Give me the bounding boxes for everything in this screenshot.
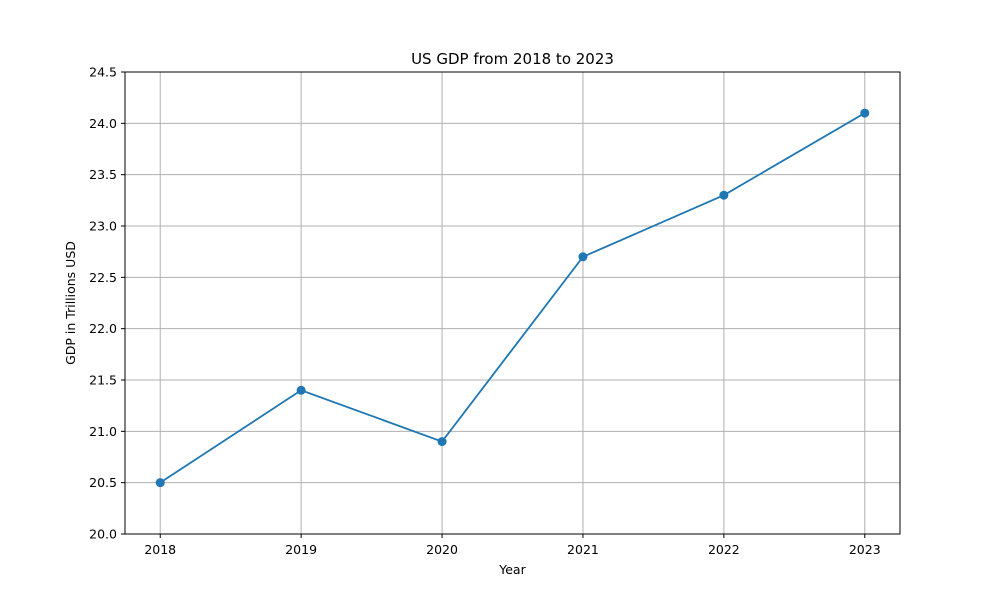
x-tick-label: 2021	[567, 542, 599, 557]
data-point	[578, 252, 588, 262]
x-tick-label: 2020	[426, 542, 458, 557]
x-tick-label: 2019	[285, 542, 317, 557]
series-line	[159, 112, 866, 484]
y-tick-label: 21.0	[89, 424, 117, 439]
grid-lines	[125, 71, 900, 535]
x-tick-label: 2023	[849, 542, 881, 557]
x-tick-label: 2018	[144, 542, 176, 557]
y-tick-label: 24.5	[89, 65, 117, 80]
y-tick-label: 21.5	[89, 373, 117, 388]
axis-ticks: 2018 2019 2020 2021 2022 2023 20.0 20.5 21.0 21.5…	[89, 65, 881, 558]
y-tick-label: 22.0	[89, 321, 117, 336]
y-tick-label: 23.0	[89, 219, 117, 234]
y-axis-label: GDP in Trillions USD	[63, 241, 78, 365]
data-point	[719, 190, 729, 200]
series-layer	[155, 108, 870, 488]
data-point	[155, 478, 165, 488]
x-tick-label: 2022	[708, 542, 740, 557]
data-point	[296, 385, 306, 395]
y-tick-label: 24.0	[89, 116, 117, 131]
y-tick-label: 22.5	[89, 270, 117, 285]
chart-title: US GDP from 2018 to 2023	[411, 50, 614, 68]
y-tick-label: 20.5	[89, 475, 117, 490]
data-point	[437, 437, 447, 447]
y-tick-label: 20.0	[89, 527, 117, 542]
data-point	[860, 108, 870, 118]
y-tick-label: 23.5	[89, 167, 117, 182]
plot-area-frame	[124, 71, 901, 535]
x-axis-label: Year	[498, 562, 526, 577]
